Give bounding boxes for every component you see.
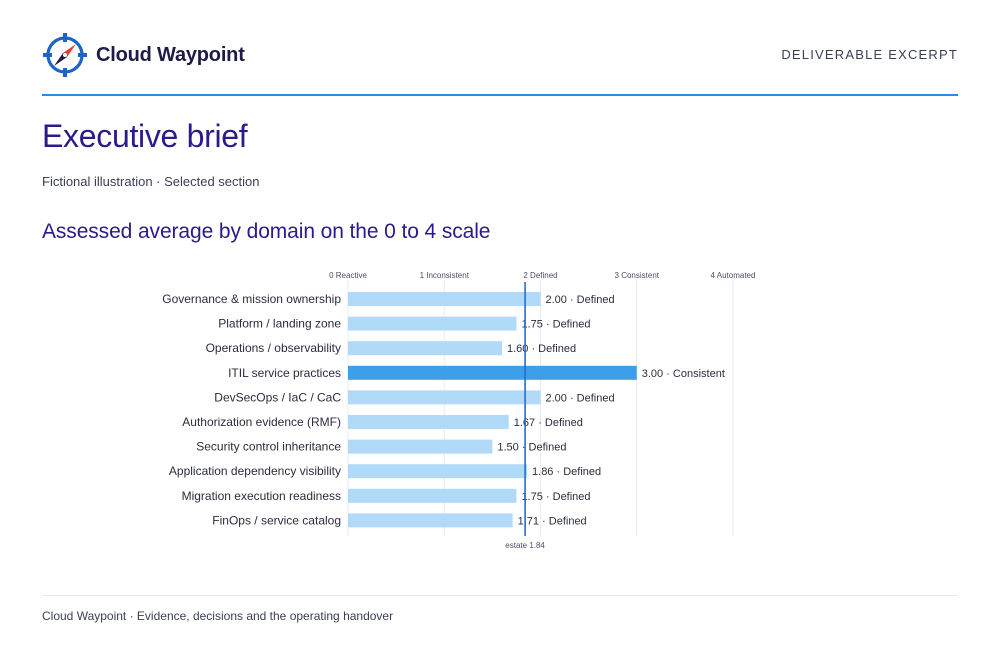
- deliverable-label: DELIVERABLE EXCERPT: [781, 47, 958, 62]
- category-label: Operations / observability: [206, 341, 341, 355]
- compass-icon: [43, 33, 87, 77]
- bar-5: [348, 415, 509, 429]
- category-label: FinOps / service catalog: [212, 513, 341, 527]
- bar-2: [348, 341, 502, 356]
- bar-9: [348, 513, 513, 528]
- footer-divider: [42, 595, 958, 596]
- value-label: 1.67 · Defined: [514, 417, 583, 429]
- tick-label: 4 Automated: [711, 271, 756, 280]
- value-label: 1.75 · Defined: [521, 319, 590, 331]
- bars: [348, 292, 637, 528]
- bar-8: [348, 488, 517, 503]
- page-title: Executive brief: [42, 118, 248, 154]
- value-label: 1.71 · Defined: [518, 515, 587, 527]
- reference-line-group: estate 1.84: [505, 282, 545, 550]
- bar-0: [348, 292, 541, 306]
- reference-line-label: estate 1.84: [505, 541, 545, 550]
- tick-label: 0 Reactive: [329, 271, 367, 280]
- bar-3: [348, 365, 637, 380]
- chart-title: Assessed average by domain on the 0 to 4…: [42, 220, 491, 243]
- category-label: Migration execution readiness: [182, 489, 341, 503]
- category-label: Governance & mission ownership: [162, 292, 341, 306]
- value-label: 1.60 · Defined: [507, 343, 576, 355]
- value-label: 1.86 · Defined: [532, 466, 601, 478]
- value-labels: 2.00 · Defined 1.75 · Defined 1.60 · Defin…: [497, 294, 725, 527]
- header-divider: [42, 94, 958, 96]
- tick-label: 1 Inconsistent: [420, 271, 470, 280]
- value-label: 3.00 · Consistent: [642, 368, 725, 380]
- bar-4: [348, 390, 541, 405]
- value-label: 1.75 · Defined: [521, 491, 590, 503]
- bar-7: [348, 464, 528, 479]
- brand-name: Cloud Waypoint: [96, 44, 245, 66]
- category-labels: Governance & mission ownership Platform /…: [162, 292, 341, 527]
- value-label: 2.00 · Defined: [546, 392, 615, 404]
- value-label: 2.00 · Defined: [546, 294, 615, 306]
- tick-label: 3 Consistent: [615, 271, 660, 280]
- category-label: ITIL service practices: [228, 366, 341, 380]
- category-label: Authorization evidence (RMF): [182, 415, 341, 429]
- bar-6: [348, 439, 493, 454]
- page-subtitle: Fictional illustration · Selected sectio…: [42, 174, 260, 189]
- category-label: Platform / landing zone: [218, 317, 341, 331]
- category-label: Security control inheritance: [196, 440, 341, 454]
- category-label: DevSecOps / IaC / CaC: [214, 390, 341, 404]
- bar-1: [348, 316, 517, 331]
- axis-ticks: 0 Reactive 1 Inconsistent 2 Defined 3 Consi…: [329, 271, 755, 280]
- footer-text: Cloud Waypoint · Evidence, decisions and…: [42, 609, 394, 623]
- category-label: Application dependency visibility: [169, 464, 341, 478]
- header: Cloud Waypoint DELIVERABLE EXCERPT: [42, 32, 958, 80]
- domain-bar-chart: 0 Reactive 1 Inconsistent 2 Defined 3 Consi…: [162, 271, 755, 550]
- value-label: 1.50 · Defined: [497, 442, 566, 454]
- tick-label: 2 Defined: [523, 271, 557, 280]
